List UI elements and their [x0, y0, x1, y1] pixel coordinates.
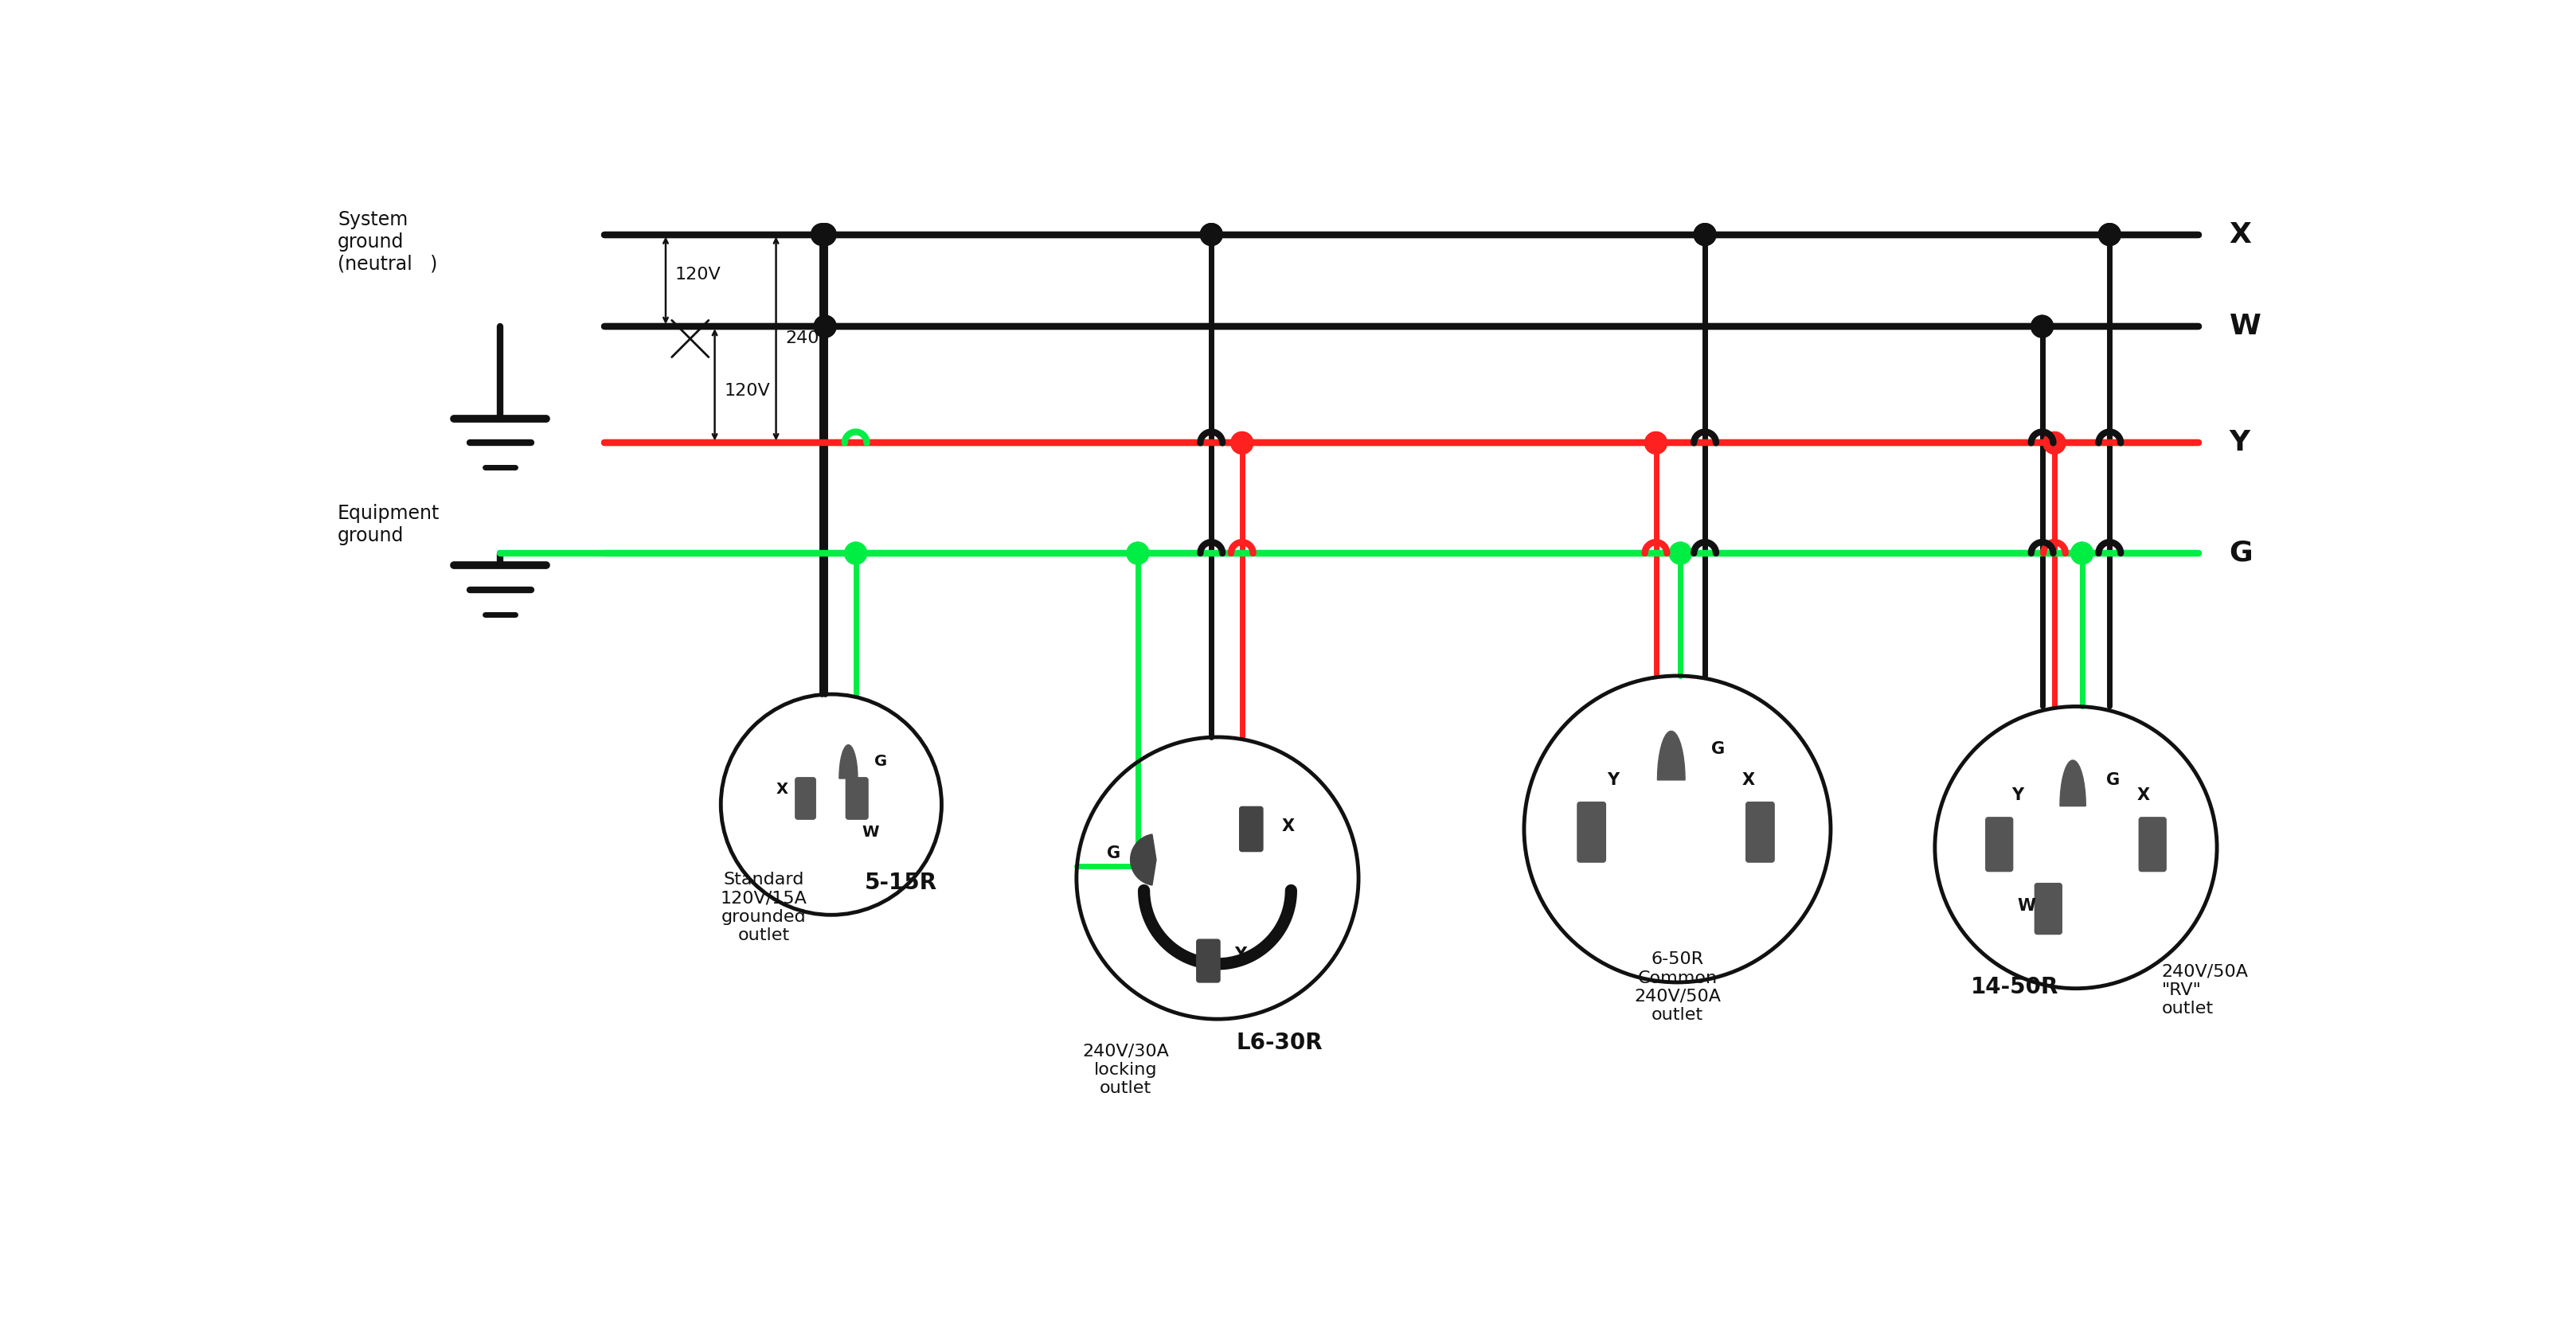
FancyBboxPatch shape	[1577, 803, 1605, 862]
Circle shape	[1126, 542, 1149, 564]
Circle shape	[814, 315, 837, 338]
Text: Standard
120V/15A
grounded
outlet: Standard 120V/15A grounded outlet	[721, 872, 806, 944]
Circle shape	[2043, 431, 2066, 454]
Text: G: G	[1710, 741, 1726, 757]
Circle shape	[814, 224, 837, 245]
Text: X: X	[1741, 772, 1754, 788]
Text: 14-50R: 14-50R	[1971, 976, 2058, 998]
Text: 240V/30A
locking
outlet: 240V/30A locking outlet	[1082, 1044, 1170, 1097]
Circle shape	[1669, 542, 1692, 564]
Circle shape	[1231, 431, 1252, 454]
Text: X: X	[2138, 788, 2151, 804]
FancyBboxPatch shape	[2035, 884, 2061, 934]
Circle shape	[845, 542, 866, 564]
Text: Equipment
ground: Equipment ground	[337, 504, 440, 546]
Text: Y: Y	[2012, 788, 2025, 804]
Text: Y: Y	[2228, 430, 2249, 457]
Text: 240V: 240V	[786, 330, 832, 346]
Circle shape	[1126, 542, 1149, 564]
Text: W: W	[2017, 897, 2035, 913]
Circle shape	[811, 224, 832, 245]
Text: L6-30R: L6-30R	[1236, 1032, 1321, 1054]
Polygon shape	[1131, 835, 1157, 885]
FancyBboxPatch shape	[845, 777, 868, 820]
Text: Y: Y	[1607, 772, 1618, 788]
Text: 6-50R
Common
240V/50A
outlet: 6-50R Common 240V/50A outlet	[1633, 952, 1721, 1024]
Text: G: G	[873, 755, 886, 769]
Circle shape	[814, 224, 837, 245]
Circle shape	[845, 542, 866, 564]
Circle shape	[814, 315, 837, 338]
FancyBboxPatch shape	[1239, 807, 1262, 852]
Circle shape	[1669, 542, 1692, 564]
FancyBboxPatch shape	[1198, 940, 1221, 982]
Text: 240V/50A
"RV"
outlet: 240V/50A "RV" outlet	[2161, 964, 2249, 1017]
Text: W: W	[2228, 313, 2262, 339]
Circle shape	[1200, 224, 1224, 245]
Circle shape	[2071, 542, 2094, 564]
Circle shape	[2030, 315, 2053, 338]
Text: System
ground
(neutral   ): System ground (neutral )	[337, 210, 438, 273]
Text: X: X	[2228, 221, 2251, 248]
Circle shape	[2071, 542, 2094, 564]
FancyBboxPatch shape	[796, 777, 817, 820]
Text: X: X	[1283, 819, 1296, 835]
Circle shape	[1695, 224, 1716, 245]
Circle shape	[1231, 431, 1252, 454]
Text: G: G	[2107, 772, 2120, 788]
Text: 120V: 120V	[724, 383, 770, 399]
Text: 5-15R: 5-15R	[866, 872, 938, 894]
FancyBboxPatch shape	[1986, 817, 2012, 872]
Circle shape	[1646, 431, 1667, 454]
Text: X: X	[775, 781, 788, 797]
Circle shape	[1200, 224, 1224, 245]
Text: W: W	[863, 825, 878, 840]
Text: G: G	[1108, 845, 1121, 861]
Polygon shape	[1656, 731, 1685, 780]
Circle shape	[1695, 224, 1716, 245]
FancyBboxPatch shape	[2138, 817, 2166, 872]
Polygon shape	[840, 745, 858, 779]
FancyBboxPatch shape	[1747, 803, 1775, 862]
Circle shape	[2099, 224, 2120, 245]
Circle shape	[2043, 431, 2066, 454]
Text: G: G	[2228, 539, 2254, 567]
Circle shape	[2030, 315, 2053, 338]
Text: Y: Y	[1234, 946, 1247, 962]
Circle shape	[2099, 224, 2120, 245]
Text: 120V: 120V	[675, 266, 721, 282]
Polygon shape	[2061, 760, 2087, 807]
Circle shape	[1646, 431, 1667, 454]
